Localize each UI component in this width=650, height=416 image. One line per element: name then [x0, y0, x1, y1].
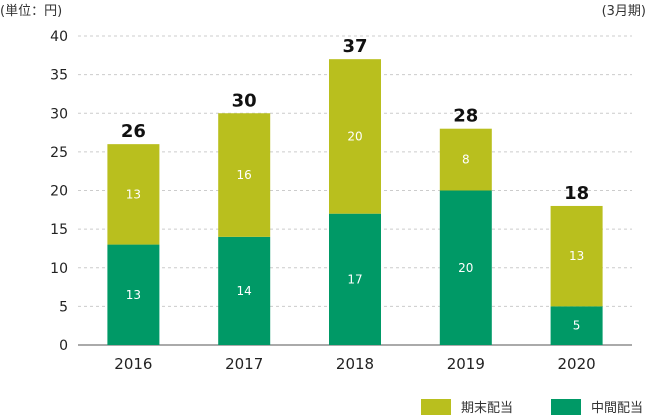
bar-year-end — [550, 205, 603, 307]
y-tick-label: 40 — [50, 29, 68, 45]
legend-item-year-end: 期末配当 — [421, 397, 513, 416]
total-label: 37 — [342, 36, 367, 57]
x-tick-label: 2018 — [336, 355, 374, 373]
bar-year-end — [329, 59, 381, 214]
y-tick-label: 5 — [59, 299, 68, 315]
bar-label-interim: 5 — [573, 319, 581, 333]
unit-label: (単位：円) — [0, 4, 63, 19]
y-tick-label: 35 — [50, 68, 68, 84]
period-label: (3月期) — [601, 4, 646, 19]
legend-label-year-end: 期末配当 — [461, 401, 514, 416]
bar-label-year-end: 13 — [126, 187, 141, 201]
y-tick-label: 15 — [50, 222, 68, 238]
y-tick-label: 0 — [59, 338, 68, 354]
x-tick-label: 2019 — [447, 355, 485, 373]
x-tick-label: 2016 — [114, 355, 152, 373]
y-tick-label: 20 — [50, 184, 68, 200]
legend-swatch-year-end — [421, 398, 451, 415]
y-tick-label: 10 — [50, 261, 68, 277]
bar-label-year-end: 8 — [462, 153, 470, 167]
bar-year-end — [107, 144, 160, 245]
bar-interim — [218, 236, 271, 345]
bar-label-interim: 14 — [237, 284, 252, 298]
bar-label-year-end: 20 — [347, 129, 362, 143]
total-label: 26 — [121, 121, 146, 142]
bar-interim — [550, 306, 603, 345]
bar-interim — [329, 213, 381, 345]
x-tick-label: 2020 — [558, 355, 596, 373]
x-tick-label: 2017 — [225, 355, 263, 373]
bar-year-end — [218, 113, 271, 237]
total-label: 30 — [232, 90, 257, 111]
bar-label-year-end: 16 — [237, 168, 252, 182]
y-tick-label: 30 — [50, 106, 68, 122]
bar-year-end — [439, 128, 492, 191]
bar-interim — [439, 190, 492, 345]
bar-interim — [107, 244, 160, 345]
bar-label-year-end: 13 — [569, 249, 584, 263]
legend-label-interim: 中間配当 — [591, 401, 644, 416]
y-tick-label: 25 — [50, 145, 68, 161]
bar-label-interim: 20 — [458, 261, 473, 275]
total-label: 18 — [564, 183, 589, 204]
legend-swatch-interim — [551, 398, 581, 415]
legend-item-interim: 中間配当 — [551, 397, 643, 416]
bar-label-interim: 13 — [126, 288, 141, 302]
total-label: 28 — [453, 106, 478, 127]
bar-label-interim: 17 — [347, 272, 362, 286]
